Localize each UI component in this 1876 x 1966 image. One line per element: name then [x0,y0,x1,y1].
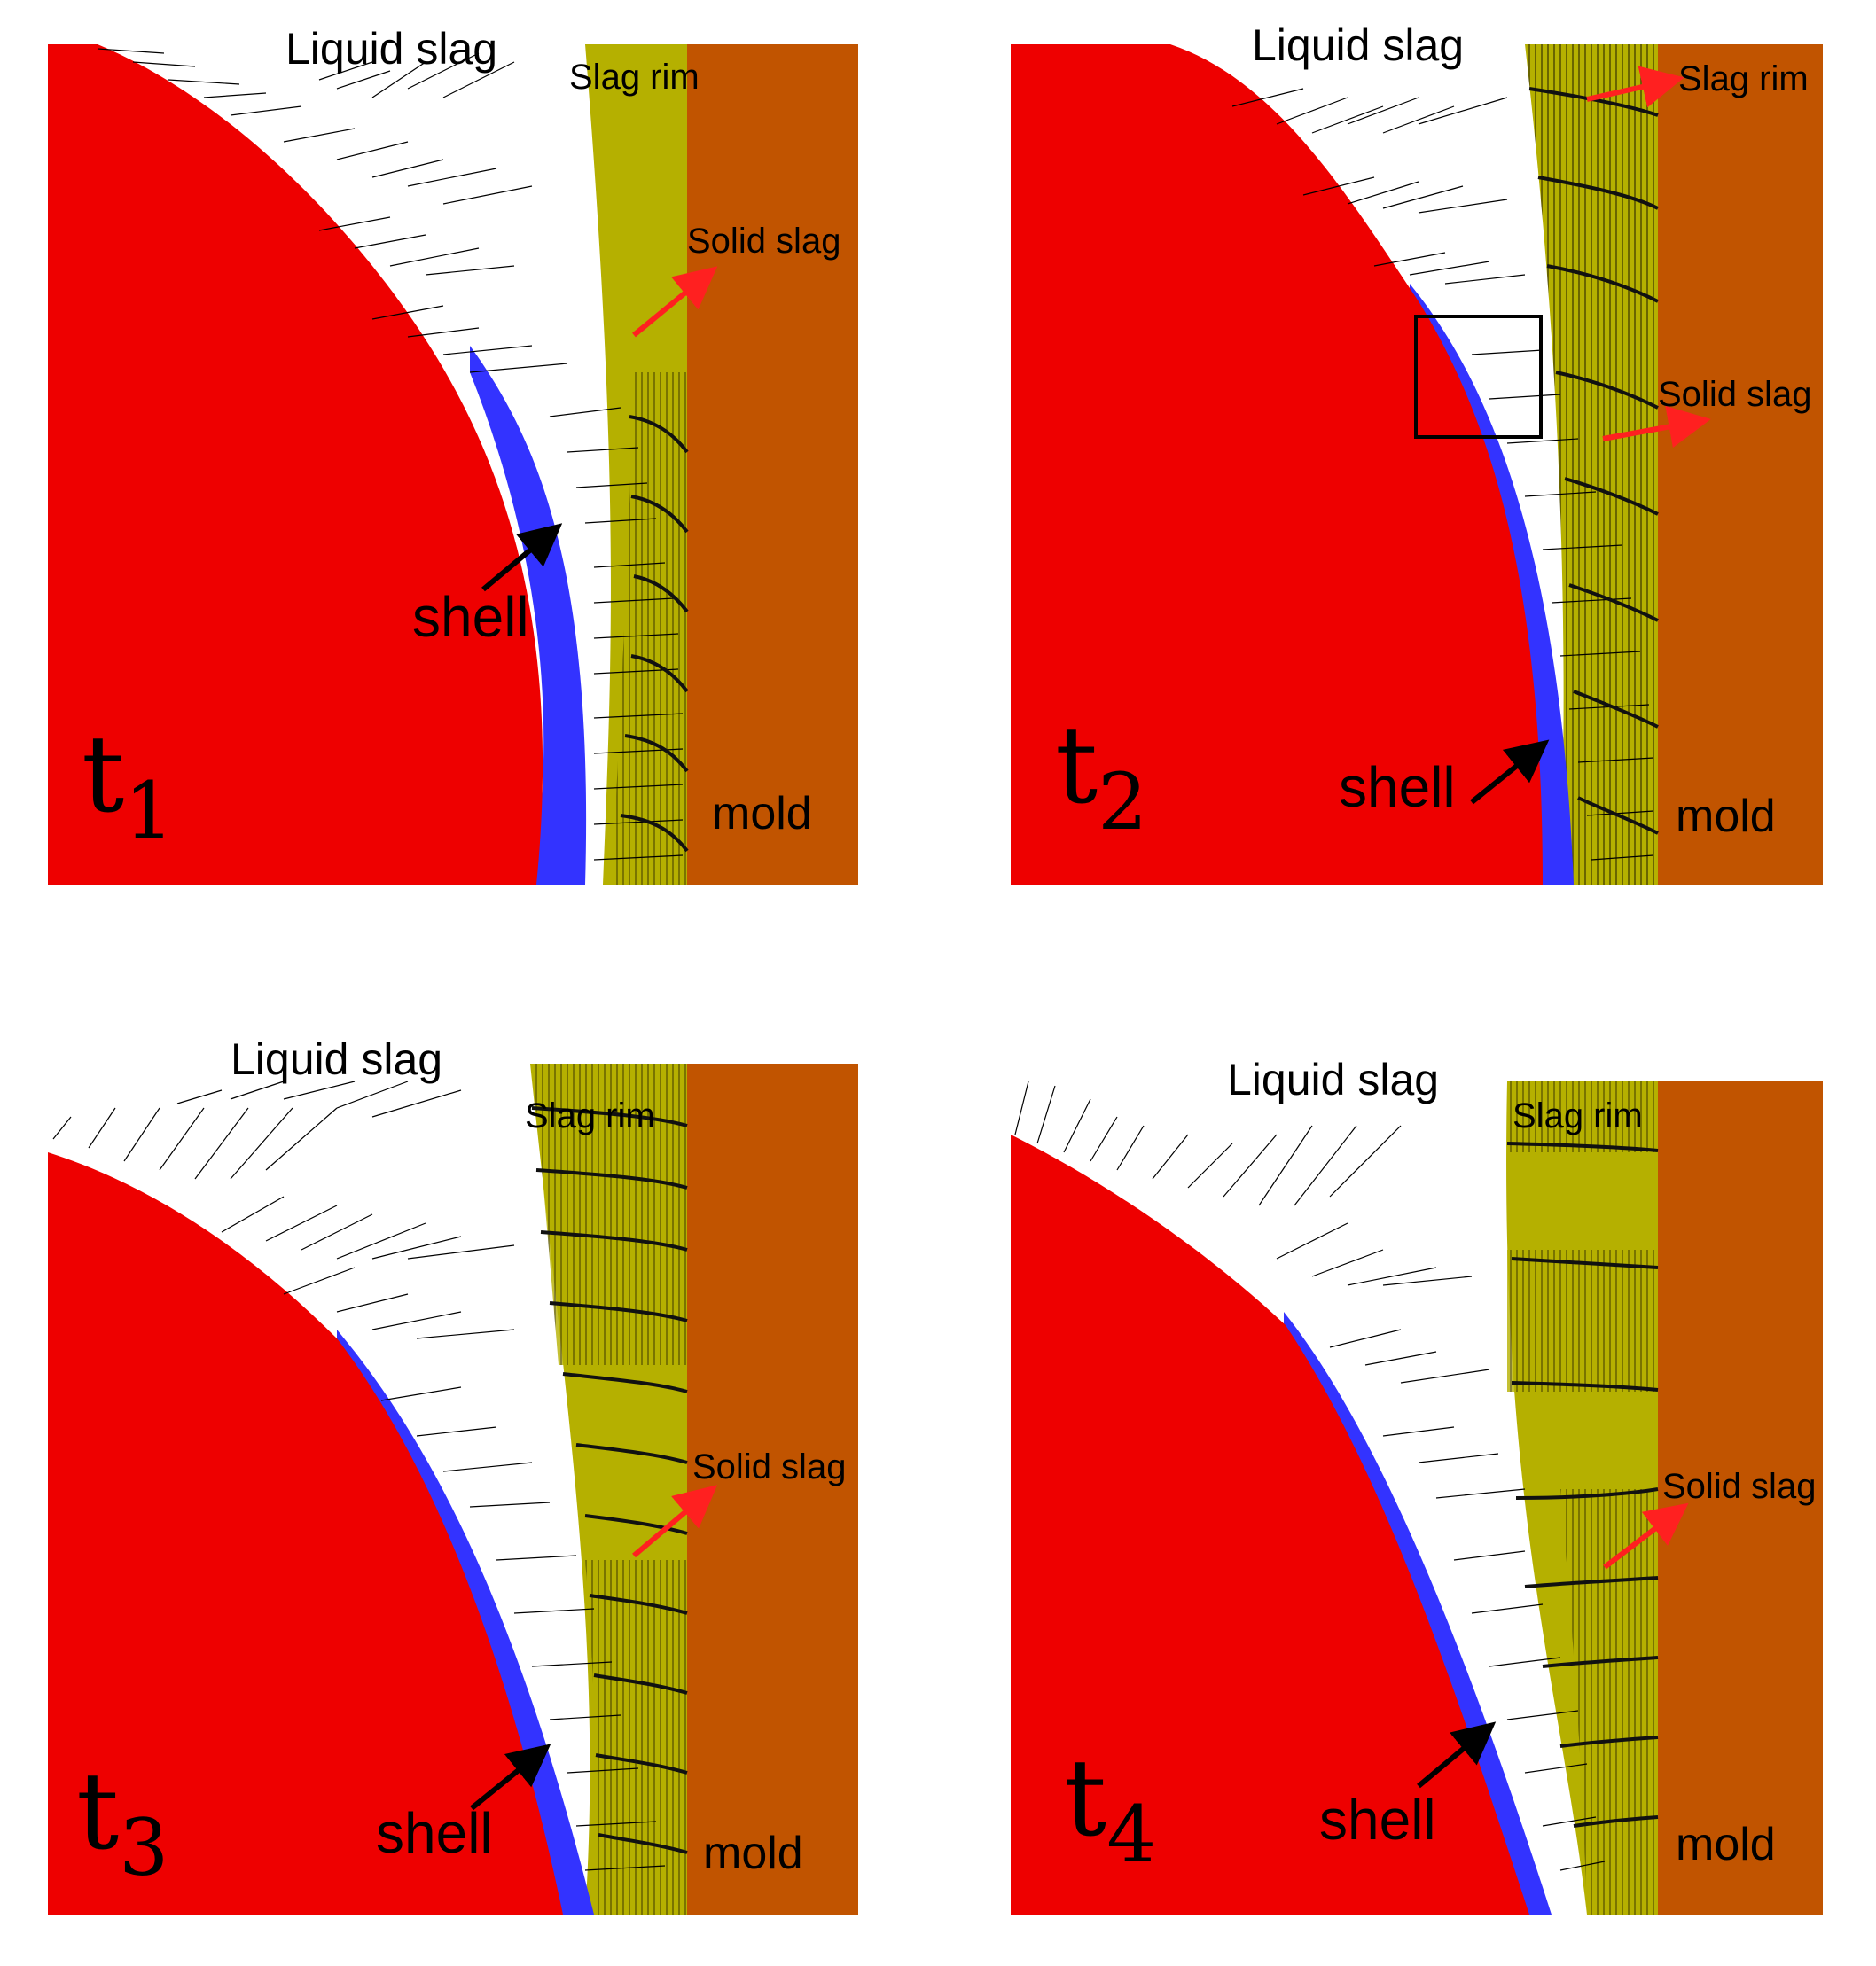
velocity-vector-field [97,48,684,861]
time-symbol: t [82,714,124,837]
slag-rim-label: Slag rim [525,1096,655,1135]
steel-region [1011,1135,1529,1915]
shell-label: shell [412,585,529,649]
shell-pointer-arrow [481,523,563,592]
steel-region [1011,44,1543,885]
solid-slag-label: Solid slag [1658,375,1811,414]
slag-rim-label: Slag rim [569,58,700,97]
slag-rim-region [1525,44,1658,885]
shell-pointer-arrow [1470,739,1550,805]
time-label-t3: t3 [76,1751,168,1893]
steel-region [48,1152,563,1915]
liquid-slag-label: Liquid slag [231,1034,442,1084]
shell-label: shell [1339,755,1456,819]
shell-region [470,346,587,885]
solid-slag-label: Solid slag [687,222,840,261]
rim-streamlines [1528,87,1659,835]
solid-slag-label: Solid slag [1662,1467,1816,1506]
liquid-slag-label: Liquid slag [1227,1055,1439,1104]
panel-t1: Liquid slag Slag rim Solid slag shell mo… [48,24,858,885]
solid-slag-pointer-arrow [632,1485,718,1558]
panel-t4: Liquid slag Slag rim Solid slag shell mo… [1011,1055,1823,1915]
velocity-vector-field [1014,1081,1606,1871]
velocity-vector-field [52,1081,666,1871]
solid-slag-pointer-arrow [1602,405,1711,449]
solid-slag-pointer-arrow [1603,1502,1689,1570]
velocity-vector-field [1231,88,1654,861]
time-subscript: 3 [119,1802,168,1893]
time-symbol: t [1055,705,1098,828]
liquid-slag-label: Liquid slag [1252,20,1464,70]
mold-label: mold [712,788,812,839]
time-subscript: 1 [124,765,174,856]
time-label-t2: t2 [1055,705,1147,847]
mold-region [1658,1081,1823,1915]
mold-label: mold [703,1828,803,1879]
slag-rim-hatching [532,1064,687,1365]
mold-label: mold [1676,1819,1776,1870]
rim-streamlines [531,1106,688,1854]
mold-region [1658,44,1823,885]
steel-region [48,44,543,885]
slag-rim-hatching-lower [585,1560,687,1915]
slag-rim-hatching [612,372,687,885]
slag-rim-label: Slag rim [1513,1096,1643,1135]
panel-t2: Liquid slag Slag rim Solid slag shell mo… [1011,20,1823,885]
time-symbol: t [76,1751,119,1874]
rim-streamlines [1506,1142,1659,1828]
shell-pointer-arrow [1417,1721,1497,1789]
solid-slag-label: Solid slag [692,1447,846,1486]
highlight-box [1414,315,1543,439]
time-subscript: 4 [1106,1789,1156,1880]
solid-slag-pointer-arrow [632,266,718,338]
mold-region [687,44,858,885]
time-symbol: t [1064,1737,1106,1861]
shell-label: shell [1319,1788,1436,1852]
mold-region [687,1064,858,1915]
rim-streamlines [620,415,689,853]
slag-rim-pointer-arrow [1586,66,1684,108]
shell-pointer-arrow [470,1744,551,1811]
liquid-slag-label: Liquid slag [285,24,497,74]
shell-label: shell [376,1801,493,1865]
mold-label: mold [1676,791,1776,842]
slag-rim-label: Slag rim [1678,59,1809,98]
time-label-t1: t1 [82,714,174,856]
time-subscript: 2 [1098,756,1147,847]
panel-t3: Liquid slag Slag rim Solid slag shell mo… [48,1034,858,1915]
time-label-t4: t4 [1064,1737,1156,1880]
